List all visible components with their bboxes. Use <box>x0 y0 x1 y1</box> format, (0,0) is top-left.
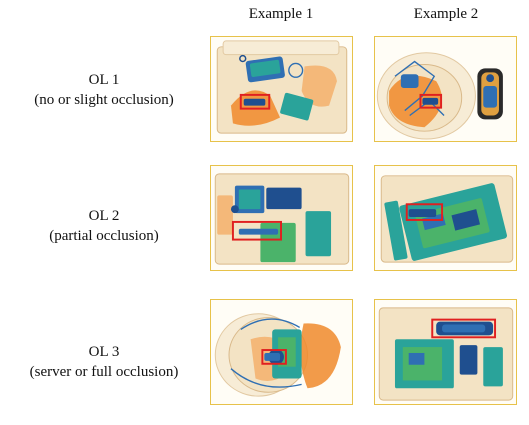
row-title: OL 1 <box>88 72 120 88</box>
row-subtitle: (no or slight occlusion) <box>34 92 174 108</box>
xray-scan <box>214 313 341 397</box>
column-header-example-1: Example 1 <box>248 6 314 22</box>
xray-scan <box>216 40 348 134</box>
xray-image-ol1-example1 <box>210 36 353 142</box>
xray-image-ol3-example1 <box>210 299 353 405</box>
xray-image-ol2-example1 <box>210 165 353 271</box>
column-header-example-2: Example 2 <box>413 6 479 22</box>
row-label-ol1: OL 1 (no or slight occlusion) <box>0 70 208 110</box>
xray-scan <box>376 52 503 140</box>
row-label-ol3: OL 3 (server or full occlusion) <box>0 342 208 382</box>
row-subtitle: (partial occlusion) <box>49 228 159 244</box>
xray-image-ol2-example2 <box>374 165 517 271</box>
row-label-ol2: OL 2 (partial occlusion) <box>0 206 208 246</box>
xray-scan <box>378 307 514 401</box>
xray-scan <box>214 173 350 265</box>
row-title: OL 3 <box>88 344 120 360</box>
row-title: OL 2 <box>88 208 120 224</box>
row-subtitle: (server or full occlusion) <box>29 364 179 380</box>
xray-image-ol3-example2 <box>374 299 517 405</box>
xray-scan <box>380 175 514 263</box>
xray-image-ol1-example2 <box>374 36 517 142</box>
